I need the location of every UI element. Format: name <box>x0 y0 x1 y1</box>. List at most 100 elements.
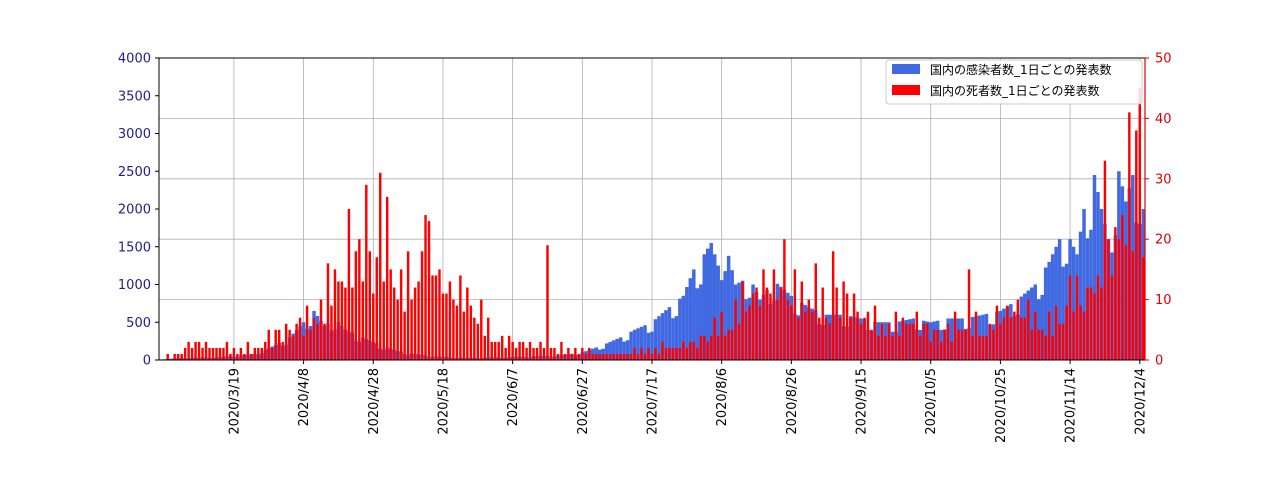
bar-deaths <box>284 323 288 360</box>
bar-cases <box>681 295 686 360</box>
bar-deaths <box>713 317 716 360</box>
bar-deaths <box>574 347 577 360</box>
bar-deaths <box>1009 317 1013 360</box>
bar-cases <box>1071 246 1076 360</box>
bar-cases <box>1099 209 1104 360</box>
bar-cases <box>622 341 626 360</box>
bar-deaths <box>737 323 741 360</box>
bar-deaths <box>455 305 459 360</box>
bar-deaths <box>929 341 932 360</box>
bar-deaths <box>413 287 417 360</box>
bar-cases <box>615 338 619 360</box>
bar-deaths <box>434 275 438 360</box>
bar-cases <box>688 278 693 360</box>
bar-cases <box>608 341 612 360</box>
bar-deaths <box>1135 130 1138 360</box>
bar-deaths <box>710 335 713 360</box>
y-left-tick-label: 3500 <box>118 89 151 104</box>
bar-cases <box>1050 254 1055 360</box>
y-left-tick-label: 2500 <box>118 165 151 180</box>
bar-deaths <box>783 239 786 360</box>
bar-deaths <box>978 335 981 360</box>
legend: 国内の感染者数_1日ごとの発表数 国内の死者数_1日ごとの発表数 <box>885 59 1143 105</box>
bar-deaths <box>542 347 546 360</box>
bar-deaths <box>919 335 922 360</box>
bar-deaths <box>804 311 807 360</box>
bar-deaths <box>884 335 887 360</box>
x-tick-label: 2020/7/17 <box>646 368 661 435</box>
y-left-tick-label: 4000 <box>118 52 151 67</box>
bar-deaths <box>838 317 842 360</box>
bar-deaths <box>748 305 751 360</box>
bar-deaths <box>396 299 399 360</box>
bar-cases <box>685 287 689 360</box>
bar-deaths <box>675 347 678 360</box>
bar-deaths <box>734 299 737 360</box>
bar-deaths <box>274 329 277 360</box>
bar-deaths <box>863 317 866 360</box>
bar-deaths <box>692 341 696 360</box>
bar-deaths <box>330 305 333 360</box>
x-axis: 2020/3/19 2020/4/8 2020/4/28 2020/5/18 2020/… <box>227 360 1148 443</box>
bar-cases <box>709 242 713 360</box>
bar-deaths <box>267 329 270 360</box>
bar-deaths <box>1037 329 1040 360</box>
bar-deaths <box>985 335 988 360</box>
bar-cases <box>650 331 654 360</box>
x-tick-label: 2020/10/25 <box>994 368 1009 443</box>
bar-deaths <box>563 353 567 360</box>
bar-deaths <box>1124 245 1128 360</box>
bar-deaths <box>856 311 859 360</box>
bar-deaths <box>427 221 431 360</box>
bar-deaths <box>650 353 654 360</box>
bar-deaths <box>337 281 340 360</box>
bar-deaths <box>870 329 873 360</box>
bar-deaths <box>640 347 643 360</box>
bar-deaths <box>518 341 521 360</box>
x-tick-label: 2020/10/5 <box>924 368 939 435</box>
bar-deaths <box>194 341 197 360</box>
bar-deaths <box>417 281 420 360</box>
bar-cases <box>1061 266 1065 360</box>
bar-deaths <box>577 353 581 360</box>
bar-cases <box>949 318 954 360</box>
bar-deaths <box>967 269 971 360</box>
bar-deaths <box>511 341 514 360</box>
bar-deaths <box>772 269 776 360</box>
bar-deaths <box>1068 275 1072 360</box>
bar-deaths <box>964 329 967 360</box>
y-left-tick-label: 500 <box>126 316 151 331</box>
bar-cases <box>699 284 703 360</box>
bar-deaths <box>657 353 661 360</box>
bar-deaths <box>612 353 615 360</box>
bar-cases <box>660 313 665 360</box>
bar-deaths <box>859 323 863 360</box>
x-tick-label: 2020/8/26 <box>785 368 800 435</box>
bar-deaths <box>661 341 664 360</box>
bar-deaths <box>643 353 647 360</box>
x-tick-label: 2020/11/14 <box>1064 368 1079 443</box>
bar-deaths <box>629 353 633 360</box>
bar-deaths <box>382 281 385 360</box>
bar-deaths <box>354 251 358 360</box>
bar-deaths <box>877 335 880 360</box>
bar-deaths <box>818 317 821 360</box>
bar-deaths <box>462 311 466 360</box>
bar-deaths <box>1054 305 1058 360</box>
bar-deaths <box>521 341 525 360</box>
bar-cases <box>646 332 651 360</box>
bar-cases <box>726 255 731 360</box>
bar-cases <box>604 343 609 360</box>
bar-cases <box>1036 299 1041 360</box>
bar-cases <box>1047 261 1051 360</box>
legend-box <box>885 59 1143 105</box>
bar-deaths <box>716 335 720 360</box>
bar-deaths <box>375 257 378 360</box>
bar-deaths <box>793 269 797 360</box>
bar-deaths <box>1044 335 1047 360</box>
bar-deaths <box>232 347 236 360</box>
bar-deaths <box>410 299 413 360</box>
bar-cases <box>1082 209 1086 360</box>
bar-deaths <box>598 353 601 360</box>
